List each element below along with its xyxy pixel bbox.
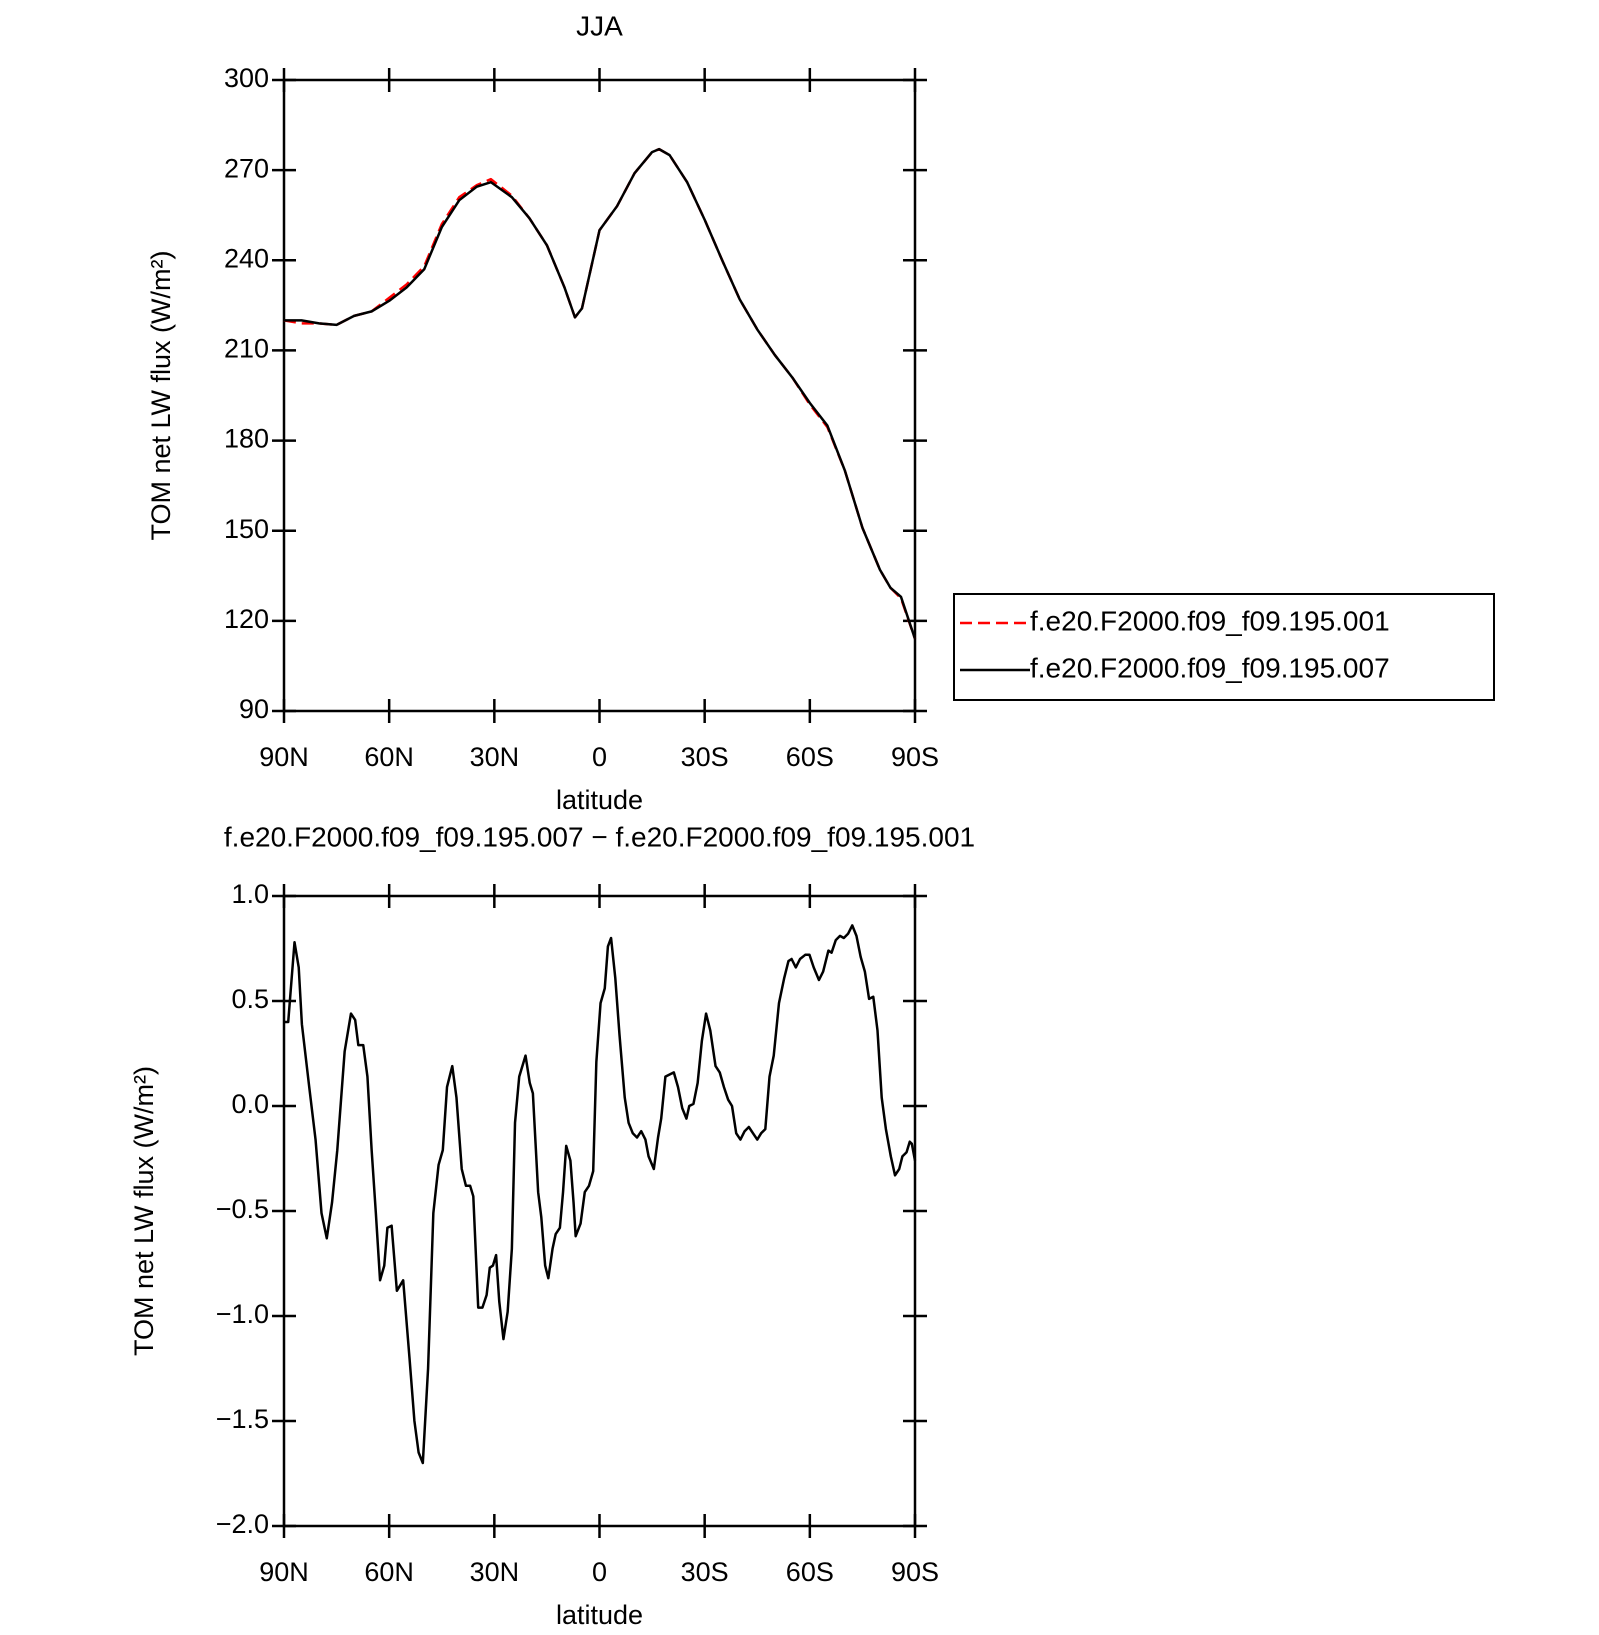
y-tick-label: 210	[224, 334, 269, 364]
y-tick-label: 240	[224, 243, 269, 273]
legend-box	[953, 593, 1495, 701]
y-axis-label: TOM net LW flux (W/m²)	[129, 1066, 159, 1356]
y-tick-label: −0.5	[216, 1194, 269, 1224]
x-tick-label: 30N	[470, 742, 520, 772]
chart-title: f.e20.F2000.f09_f09.195.007 − f.e20.F200…	[224, 821, 975, 852]
x-tick-label: 60N	[364, 1557, 414, 1587]
y-tick-label: 300	[224, 63, 269, 93]
x-axis-label: latitude	[556, 1600, 643, 1630]
y-tick-label: 1.0	[231, 879, 269, 909]
y-tick-label: 120	[224, 604, 269, 634]
plot-frame	[282, 894, 917, 1528]
x-tick-label: 30S	[681, 1557, 729, 1587]
y-tick-label: −2.0	[216, 1509, 269, 1539]
y-tick-label: 270	[224, 153, 269, 183]
legend-label: f.e20.F2000.f09_f09.195.007	[1030, 652, 1390, 683]
x-tick-label: 90S	[891, 742, 939, 772]
x-tick-label: 90N	[259, 742, 309, 772]
y-tick-label: 150	[224, 514, 269, 544]
data-line	[284, 924, 917, 1465]
x-axis-label: latitude	[556, 785, 643, 815]
x-tick-label: 0	[592, 742, 607, 772]
x-tick-label: 60S	[786, 1557, 834, 1587]
plot-frame	[282, 78, 917, 713]
y-axis-label: TOM net LW flux (W/m²)	[146, 251, 176, 541]
legend-label: f.e20.F2000.f09_f09.195.001	[1030, 605, 1390, 636]
x-tick-label: 60S	[786, 742, 834, 772]
x-tick-label: 0	[592, 1557, 607, 1587]
x-tick-label: 30N	[470, 1557, 520, 1587]
y-tick-label: 0.0	[231, 1089, 269, 1119]
chart-title: JJA	[576, 10, 623, 41]
x-tick-label: 30S	[681, 742, 729, 772]
y-tick-label: −1.0	[216, 1299, 269, 1329]
x-tick-label: 90N	[259, 1557, 309, 1587]
data-line	[284, 147, 917, 640]
y-tick-label: −1.5	[216, 1404, 269, 1434]
data-line	[283, 147, 917, 640]
x-tick-label: 90S	[891, 1557, 939, 1587]
y-tick-label: 180	[224, 424, 269, 454]
y-tick-label: 0.5	[231, 984, 269, 1014]
y-tick-label: 90	[239, 694, 269, 724]
x-tick-label: 60N	[364, 742, 414, 772]
